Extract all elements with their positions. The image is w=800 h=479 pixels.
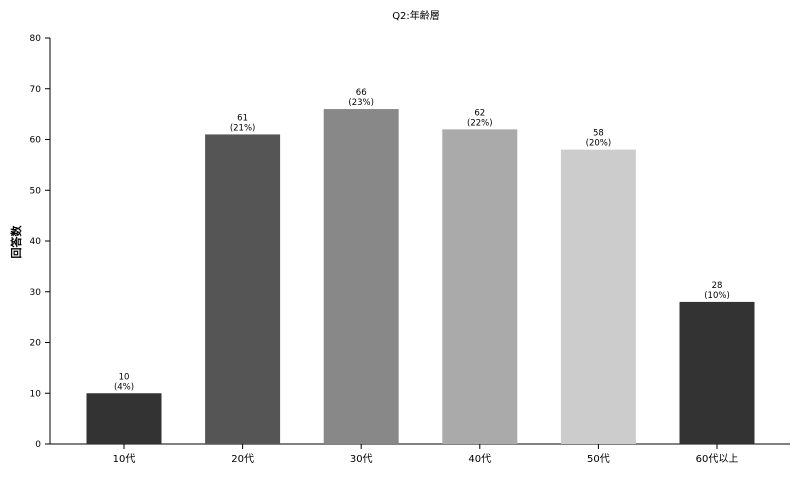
bar-value-label: 10 (119, 372, 130, 382)
bar (86, 393, 162, 444)
bar-value-label: 28 (712, 281, 723, 291)
y-tick-label: 20 (30, 339, 42, 349)
bar (323, 109, 399, 445)
y-ticks: 0 10 20 30 40 50 60 70 80 (30, 34, 50, 450)
x-tick-label: 60代以上 (696, 453, 739, 465)
y-tick-label: 70 (30, 85, 42, 95)
bar-value-label: 66 (356, 88, 367, 98)
y-tick-label: 50 (30, 186, 42, 196)
y-axis-label: 回答数 (9, 225, 23, 259)
bar-percent-label: (4%) (114, 382, 134, 392)
chart-title: Q2:年齢層 (392, 9, 440, 22)
y-tick-label: 40 (30, 237, 42, 247)
bars: 10(4%) 61(21%) 66(23%) 62(22%) 58(20%) 28(10%… (86, 88, 755, 445)
x-ticks: 10代 20代 30代 40代 50代 60代以上 (113, 444, 739, 465)
bar-value-label: 61 (237, 113, 248, 123)
bar-percent-label: (10%) (704, 291, 730, 301)
bar-value-label: 58 (593, 129, 604, 139)
bar-percent-label: (21%) (230, 123, 256, 133)
x-tick-label: 30代 (350, 453, 373, 465)
y-tick-label: 0 (35, 440, 41, 450)
bar (679, 301, 755, 444)
bar (442, 129, 518, 444)
y-tick-label: 80 (30, 34, 42, 44)
bar-value-label: 62 (474, 108, 485, 118)
bar (560, 149, 636, 444)
y-tick-label: 30 (30, 288, 42, 298)
x-tick-label: 40代 (468, 453, 491, 465)
bar-percent-label: (23%) (348, 98, 374, 108)
x-tick-label: 10代 (113, 453, 136, 465)
x-tick-label: 50代 (587, 453, 610, 465)
bar-percent-label: (22%) (467, 118, 493, 128)
y-tick-label: 10 (30, 389, 42, 399)
bar-percent-label: (20%) (586, 139, 612, 149)
bar (205, 134, 281, 445)
y-tick-label: 60 (30, 136, 42, 146)
x-tick-label: 20代 (231, 453, 254, 465)
